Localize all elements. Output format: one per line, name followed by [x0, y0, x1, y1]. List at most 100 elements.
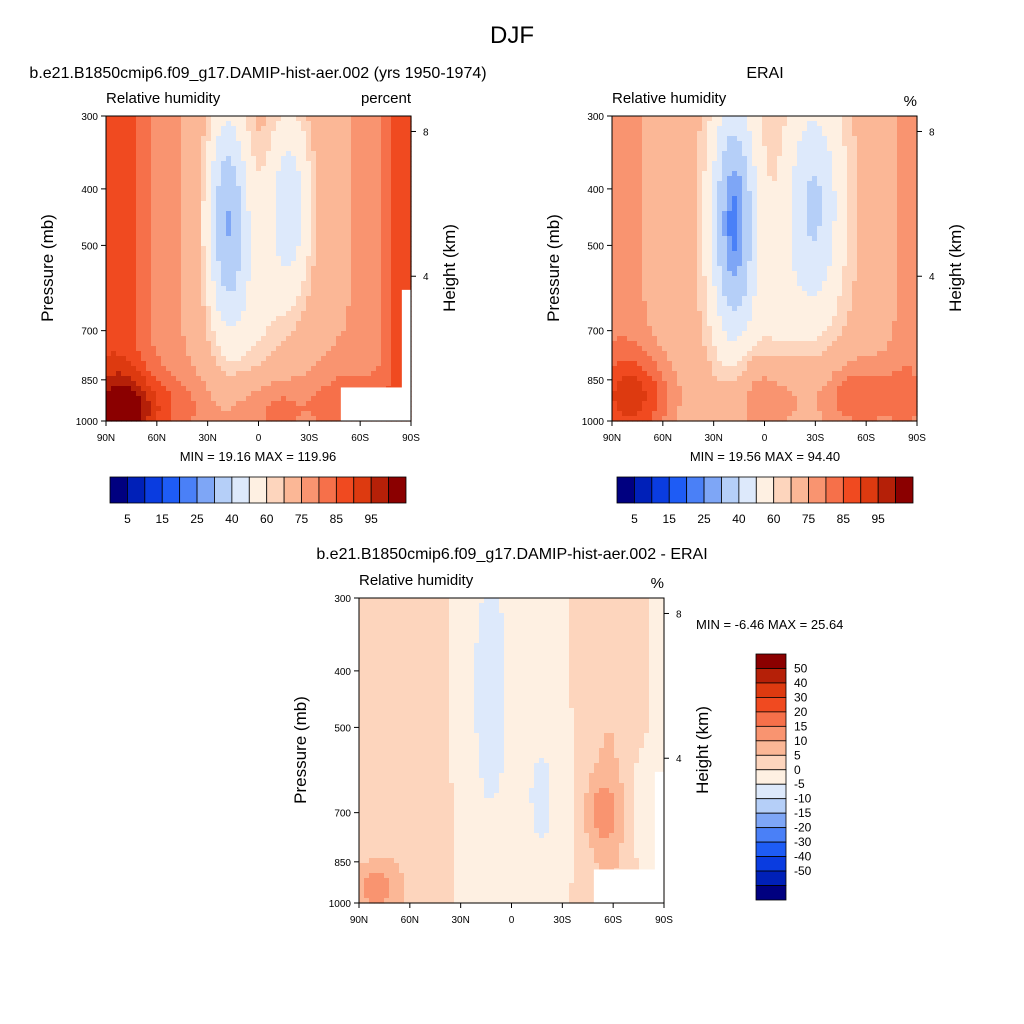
contour-cell — [121, 301, 127, 307]
contour-cell — [271, 121, 277, 127]
contour-cell — [231, 271, 237, 277]
contour-cell — [732, 126, 738, 132]
contour-cell — [141, 126, 147, 132]
contour-cell — [181, 296, 187, 302]
contour-cell — [301, 146, 307, 152]
contour-cell — [787, 136, 793, 142]
contour-cell — [326, 221, 332, 227]
contour-cell — [266, 361, 272, 367]
contour-cell — [166, 291, 172, 297]
contour-cell — [161, 221, 167, 227]
contour-cell — [361, 276, 367, 282]
contour-cell — [752, 136, 758, 142]
contour-cell — [166, 401, 172, 407]
contour-cell — [642, 151, 648, 157]
contour-cell — [156, 281, 162, 287]
contour-cell — [161, 176, 167, 182]
contour-cell — [291, 316, 297, 322]
contour-cell — [346, 236, 352, 242]
contour-cell — [311, 281, 317, 287]
contour-cell — [156, 391, 162, 397]
contour-cell — [371, 166, 377, 172]
contour-cell — [176, 331, 182, 337]
contour-cell — [311, 131, 317, 137]
contour-cell — [106, 161, 112, 167]
contour-cell — [742, 186, 748, 192]
contour-cell — [612, 196, 618, 202]
contour-cell — [817, 161, 823, 167]
contour-cell — [336, 356, 342, 362]
panel-model-contour-field — [105, 115, 412, 422]
contour-cell — [221, 371, 227, 377]
contour-cell — [351, 156, 357, 162]
contour-cell — [166, 361, 172, 367]
contour-cell — [251, 396, 257, 402]
contour-cell — [286, 271, 292, 277]
contour-cell — [131, 391, 137, 397]
contour-cell — [862, 131, 868, 137]
contour-cell — [261, 351, 267, 357]
contour-cell — [186, 331, 192, 337]
contour-cell — [346, 216, 352, 222]
contour-cell — [752, 146, 758, 152]
contour-cell — [246, 176, 252, 182]
contour-cell — [276, 156, 282, 162]
contour-cell — [877, 141, 883, 147]
contour-cell — [381, 286, 387, 292]
contour-cell — [331, 136, 337, 142]
contour-cell — [391, 376, 397, 382]
contour-cell — [191, 166, 197, 172]
contour-cell — [261, 171, 267, 177]
contour-cell — [371, 256, 377, 262]
contour-cell — [677, 161, 683, 167]
contour-cell — [797, 151, 803, 157]
contour-cell — [406, 261, 412, 267]
contour-cell — [281, 416, 287, 422]
contour-cell — [166, 236, 172, 242]
contour-cell — [291, 391, 297, 397]
contour-cell — [331, 286, 337, 292]
contour-cell — [281, 186, 287, 192]
contour-cell — [106, 181, 112, 187]
contour-cell — [201, 356, 207, 362]
contour-cell — [301, 386, 307, 392]
contour-cell — [326, 201, 332, 207]
contour-cell — [281, 376, 287, 382]
contour-cell — [366, 311, 372, 317]
contour-cell — [276, 146, 282, 152]
contour-cell — [391, 121, 397, 127]
contour-cell — [146, 381, 152, 387]
contour-cell — [792, 191, 798, 197]
contour-cell — [321, 316, 327, 322]
contour-cell — [336, 201, 342, 207]
contour-cell — [191, 216, 197, 222]
contour-cell — [797, 181, 803, 187]
contour-cell — [371, 216, 377, 222]
contour-cell — [211, 406, 217, 412]
contour-cell — [111, 341, 117, 347]
contour-cell — [912, 191, 918, 197]
contour-cell — [231, 281, 237, 287]
contour-cell — [642, 201, 648, 207]
contour-cell — [166, 226, 172, 232]
contour-cell — [106, 271, 112, 277]
contour-cell — [316, 136, 322, 142]
contour-cell — [912, 136, 918, 142]
contour-cell — [306, 181, 312, 187]
contour-cell — [176, 306, 182, 312]
contour-cell — [371, 231, 377, 237]
contour-cell — [201, 371, 207, 377]
contour-cell — [757, 171, 763, 177]
contour-cell — [121, 156, 127, 162]
contour-cell — [286, 136, 292, 142]
contour-cell — [371, 251, 377, 257]
contour-cell — [151, 241, 157, 247]
contour-cell — [236, 416, 242, 422]
contour-cell — [111, 376, 117, 382]
contour-cell — [351, 231, 357, 237]
contour-cell — [186, 371, 192, 377]
contour-cell — [261, 131, 267, 137]
contour-cell — [116, 416, 122, 422]
contour-cell — [296, 146, 302, 152]
contour-cell — [281, 406, 287, 412]
